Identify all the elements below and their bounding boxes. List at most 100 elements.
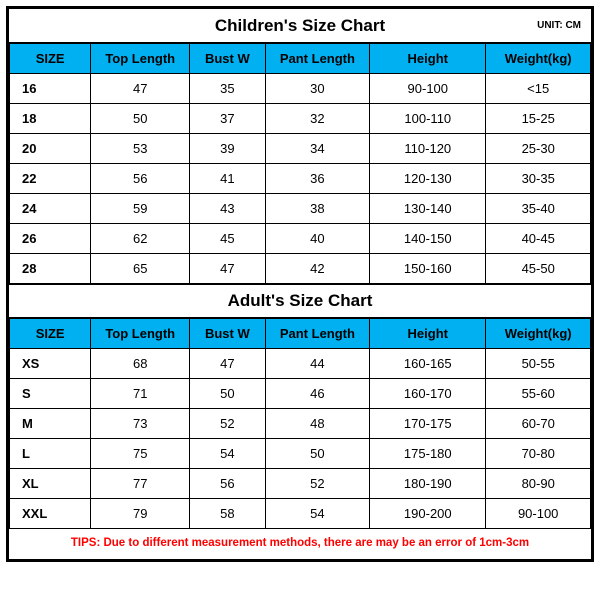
cell: 130-140 — [370, 194, 486, 224]
col-height: Height — [370, 319, 486, 349]
cell: 36 — [265, 164, 370, 194]
cell: 59 — [91, 194, 190, 224]
cell: 60-70 — [486, 409, 591, 439]
cell: M — [10, 409, 91, 439]
col-pant-length: Pant Length — [265, 319, 370, 349]
adult-title-row: Adult's Size Chart — [9, 284, 591, 318]
cell: XS — [10, 349, 91, 379]
cell: 40 — [265, 224, 370, 254]
cell: 47 — [190, 349, 266, 379]
cell: 160-165 — [370, 349, 486, 379]
children-row: 26624540140-15040-45 — [10, 224, 591, 254]
cell: 120-130 — [370, 164, 486, 194]
adult-table: SIZE Top Length Bust W Pant Length Heigh… — [9, 318, 591, 529]
children-row: 28654742150-16045-50 — [10, 254, 591, 284]
cell: 53 — [91, 134, 190, 164]
cell: 34 — [265, 134, 370, 164]
cell: 26 — [10, 224, 91, 254]
cell: 140-150 — [370, 224, 486, 254]
adult-row: XS684744160-16550-55 — [10, 349, 591, 379]
cell: 46 — [265, 379, 370, 409]
cell: 47 — [190, 254, 266, 284]
cell: 73 — [91, 409, 190, 439]
cell: 180-190 — [370, 469, 486, 499]
children-title: Children's Size Chart — [9, 16, 591, 36]
cell: 41 — [190, 164, 266, 194]
cell: 50 — [265, 439, 370, 469]
col-top-length: Top Length — [91, 319, 190, 349]
cell: 35-40 — [486, 194, 591, 224]
col-weight: Weight(kg) — [486, 44, 591, 74]
cell: XL — [10, 469, 91, 499]
cell: 71 — [91, 379, 190, 409]
cell: XXL — [10, 499, 91, 529]
children-header-row: SIZE Top Length Bust W Pant Length Heigh… — [10, 44, 591, 74]
cell: 68 — [91, 349, 190, 379]
adult-row: M735248170-17560-70 — [10, 409, 591, 439]
cell: 80-90 — [486, 469, 591, 499]
children-row: 24594338130-14035-40 — [10, 194, 591, 224]
cell: 90-100 — [370, 74, 486, 104]
cell: 50-55 — [486, 349, 591, 379]
children-row: 1647353090-100<15 — [10, 74, 591, 104]
cell: 22 — [10, 164, 91, 194]
adult-row: XXL795854190-20090-100 — [10, 499, 591, 529]
cell: 54 — [190, 439, 266, 469]
children-row: 20533934110-12025-30 — [10, 134, 591, 164]
cell: 65 — [91, 254, 190, 284]
cell: 50 — [190, 379, 266, 409]
cell: 55-60 — [486, 379, 591, 409]
unit-label: UNIT: CM — [537, 20, 581, 31]
cell: 58 — [190, 499, 266, 529]
cell: 44 — [265, 349, 370, 379]
adult-title: Adult's Size Chart — [9, 291, 591, 311]
cell: 20 — [10, 134, 91, 164]
cell: 38 — [265, 194, 370, 224]
cell: 24 — [10, 194, 91, 224]
cell: 32 — [265, 104, 370, 134]
cell: 42 — [265, 254, 370, 284]
cell: 62 — [91, 224, 190, 254]
col-bust-w: Bust W — [190, 319, 266, 349]
cell: 16 — [10, 74, 91, 104]
adult-row: XL775652180-19080-90 — [10, 469, 591, 499]
cell: 50 — [91, 104, 190, 134]
cell: 90-100 — [486, 499, 591, 529]
cell: 47 — [91, 74, 190, 104]
size-chart-container: Children's Size Chart UNIT: CM SIZE Top … — [6, 6, 594, 562]
cell: 45 — [190, 224, 266, 254]
cell: 52 — [265, 469, 370, 499]
adult-row: S715046160-17055-60 — [10, 379, 591, 409]
col-weight: Weight(kg) — [486, 319, 591, 349]
cell: 170-175 — [370, 409, 486, 439]
adult-header-row: SIZE Top Length Bust W Pant Length Heigh… — [10, 319, 591, 349]
cell: 110-120 — [370, 134, 486, 164]
cell: L — [10, 439, 91, 469]
cell: 79 — [91, 499, 190, 529]
cell: 25-30 — [486, 134, 591, 164]
cell: 52 — [190, 409, 266, 439]
cell: 30-35 — [486, 164, 591, 194]
tips-text: TIPS: Due to different measurement metho… — [9, 529, 591, 559]
cell: 77 — [91, 469, 190, 499]
col-pant-length: Pant Length — [265, 44, 370, 74]
col-size: SIZE — [10, 319, 91, 349]
cell: 45-50 — [486, 254, 591, 284]
cell: 40-45 — [486, 224, 591, 254]
col-size: SIZE — [10, 44, 91, 74]
cell: 37 — [190, 104, 266, 134]
children-row: 22564136120-13030-35 — [10, 164, 591, 194]
children-title-row: Children's Size Chart UNIT: CM — [9, 9, 591, 43]
cell: 56 — [190, 469, 266, 499]
cell: 48 — [265, 409, 370, 439]
cell: S — [10, 379, 91, 409]
cell: 54 — [265, 499, 370, 529]
cell: 70-80 — [486, 439, 591, 469]
cell: 75 — [91, 439, 190, 469]
cell: 100-110 — [370, 104, 486, 134]
cell: 15-25 — [486, 104, 591, 134]
children-row: 18503732100-11015-25 — [10, 104, 591, 134]
cell: 30 — [265, 74, 370, 104]
cell: 150-160 — [370, 254, 486, 284]
cell: 190-200 — [370, 499, 486, 529]
